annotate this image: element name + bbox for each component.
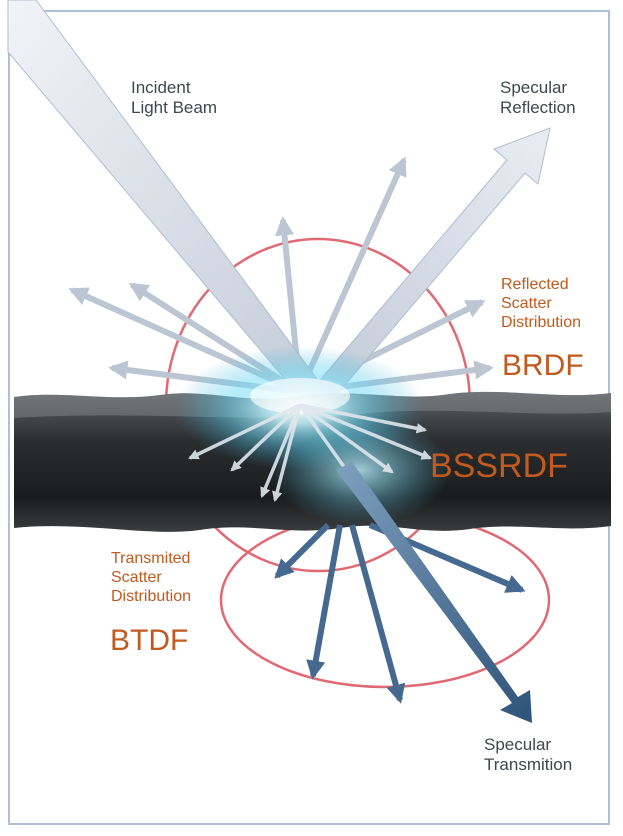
brdf-label: BRDF [502, 349, 584, 382]
transmitted-scatter-line-1: Transmited [111, 550, 191, 567]
specular-transmission-arrow [336, 462, 532, 723]
specular-reflection-line-1: Specular [500, 78, 568, 97]
incident-light-beam-label: Incident Light Beam [131, 78, 217, 119]
btdf-label: BTDF [110, 624, 189, 657]
specular-transmission-line-1: Specular [484, 735, 552, 754]
specular-transmission-line-2: Transmition [484, 755, 573, 775]
bssrdf-label: BSSRDF [430, 447, 568, 485]
incident-label-line-1: Incident [131, 78, 191, 97]
incident-beam [7, 0, 321, 398]
specular-reflection-arrow [300, 127, 551, 396]
reflected-scatter-line-2: Scatter [501, 295, 552, 313]
btdf-lobe [219, 511, 551, 689]
transmitted-scatter-label: Transmited Scatter Distribution [111, 549, 191, 607]
reflected-scatter-label: Reflected Scatter Distribution [501, 275, 581, 333]
specular-reflection-line-2: Reflection [500, 98, 576, 118]
reflected-scatter-line-1: Reflected [501, 276, 569, 293]
transmitted-scatter-line-3: Distribution [111, 588, 192, 606]
incident-label-line-2: Light Beam [131, 98, 217, 118]
transmitted-scatter-line-2: Scatter [111, 569, 162, 587]
specular-reflection-label: Specular Reflection [500, 78, 576, 119]
reflected-scatter-line-3: Distribution [501, 314, 582, 332]
specular-transmission-label: Specular Transmition [484, 735, 572, 776]
internal-scatter-arrows [188, 403, 432, 503]
